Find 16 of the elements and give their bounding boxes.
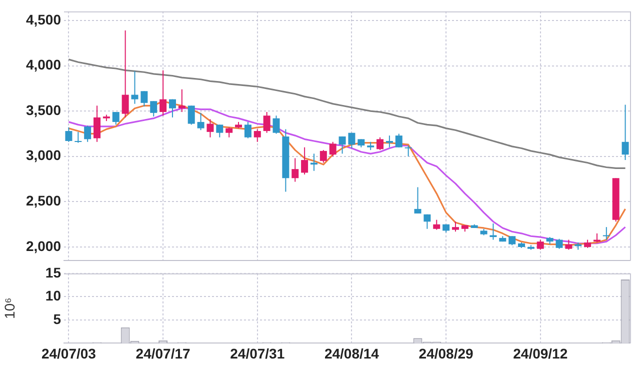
y-tick-label: 2,000 [26, 238, 62, 254]
y-tick-label: 4,500 [26, 11, 62, 28]
x-tick-label: 24/08/29 [418, 345, 474, 362]
y-tick-label: 4,000 [26, 56, 62, 73]
y-tick-label: 3,500 [26, 102, 62, 118]
y-tick-label: 5 [53, 310, 62, 327]
x-tick-label: 24/07/17 [136, 345, 191, 362]
x-tick-label: 24/07/03 [41, 345, 96, 362]
y-tick-label: 10 [45, 288, 62, 304]
y-tick-label: 15 [45, 264, 62, 280]
y-tick-label: 2,500 [26, 192, 62, 209]
y-tick-label: 3,000 [26, 147, 62, 164]
y-axis-title: 10⁶ [1, 298, 18, 319]
x-tick-label: 24/08/14 [324, 345, 380, 362]
x-tick-label: 24/09/12 [513, 345, 568, 362]
x-tick-label: 24/07/31 [230, 345, 285, 362]
